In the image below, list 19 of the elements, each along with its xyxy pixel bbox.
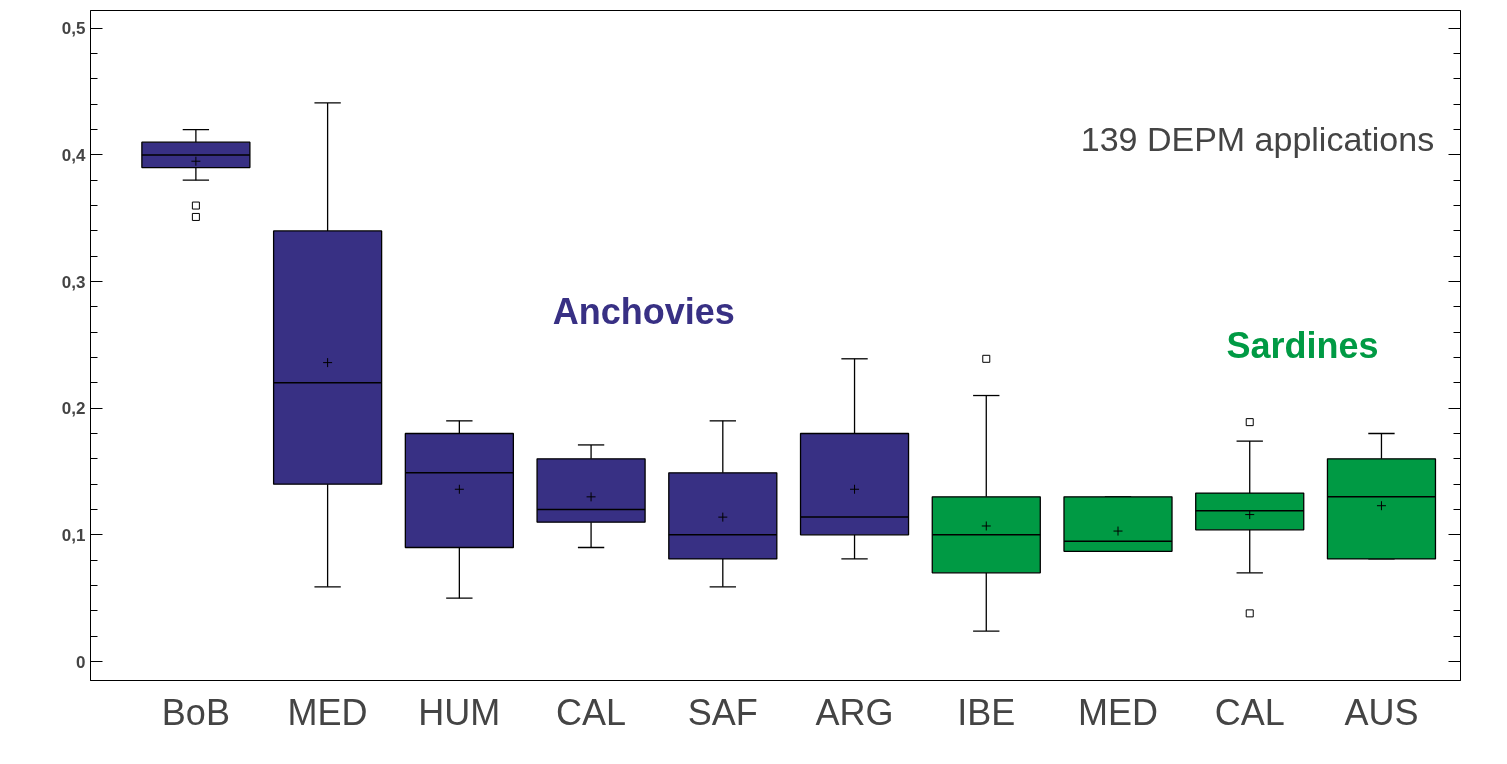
x-tick-label: IBE bbox=[957, 691, 1016, 733]
x-tick-label: CAL bbox=[1214, 691, 1285, 733]
text: Anchovies bbox=[552, 291, 735, 333]
y-tick-label: 0,3 bbox=[61, 272, 86, 292]
legend-label: Sardines bbox=[1226, 324, 1379, 366]
y-tick-label: 0,5 bbox=[61, 19, 86, 39]
annotation: 139 DEPM applications bbox=[1080, 119, 1435, 158]
x-tick-label: CAL bbox=[556, 691, 627, 733]
x-tick-label: BoB bbox=[161, 691, 230, 733]
y-tick-label: 0,4 bbox=[61, 145, 87, 165]
x-tick-label: MED bbox=[287, 691, 368, 733]
y-tick-label: 0,1 bbox=[61, 525, 86, 545]
x-tick-label: HUM bbox=[418, 691, 501, 733]
x-tick-label: MED bbox=[1078, 691, 1158, 733]
x-tick-label: SAF bbox=[687, 691, 758, 733]
x-tick-label: AUS bbox=[1344, 691, 1419, 733]
x-tick-label: ARG bbox=[815, 691, 894, 733]
y-tick-label: 0,2 bbox=[61, 399, 86, 419]
y-tick-label: 0 bbox=[76, 652, 86, 672]
